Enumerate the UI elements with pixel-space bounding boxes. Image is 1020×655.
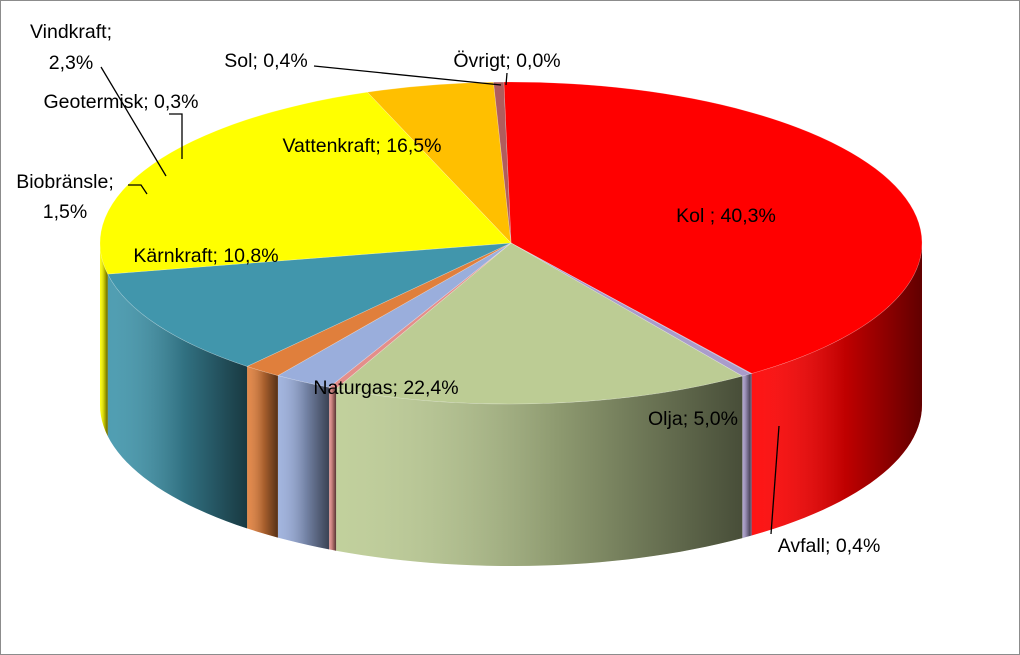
side-vindkraft-shade: [277, 375, 330, 550]
data-label-vindkraft: Vindkraft; 2,3%: [30, 21, 112, 74]
slice-sol[interactable]: [510, 242, 752, 377]
data-label-naturgas: Naturgas; 22,4%: [313, 377, 458, 399]
data-label-ovrigt: Övrigt; 0,0%: [453, 50, 560, 72]
data-label-biobransle: Biobränsle; 1,5%: [16, 171, 114, 223]
data-label-olja: Olja; 5,0%: [648, 408, 738, 430]
slice-kol[interactable]: [503, 81, 923, 374]
data-label-vattenkraft: Vattenkraft; 16,5%: [283, 135, 442, 157]
side-vattenkraft-shade: [336, 376, 743, 566]
label-leader-lines: [100, 65, 780, 535]
slice-olja[interactable]: [366, 81, 512, 244]
data-labels: Kol ; 40,3% Övrigt; 0,0% Sol; 0,4% Vattenkr…: [16, 21, 880, 557]
data-label-avfall: Avfall; 0,4%: [778, 535, 881, 557]
slice-vattenkraft[interactable]: [335, 242, 744, 405]
data-label-geotermisk: Geotermisk; 0,3%: [44, 91, 199, 113]
pie-sides: [100, 243, 922, 566]
slice-biobransle[interactable]: [246, 242, 512, 376]
slice-ovrigt[interactable]: [510, 242, 753, 375]
leader-avfall: [770, 425, 780, 535]
leader-ovrigt: [505, 72, 508, 86]
data-label-kol: Kol ; 40,3%: [676, 205, 776, 227]
leader-biobransle: [128, 184, 148, 195]
side-geotermisk-shade: [329, 387, 337, 551]
slice-avfall[interactable]: [493, 81, 512, 244]
leader-sol: [313, 65, 502, 86]
pie-tops: [99, 81, 923, 405]
side-ovrigt-shade: [750, 373, 752, 536]
side-naturgas-shade: [100, 243, 108, 437]
slice-karnkraft[interactable]: [107, 242, 512, 367]
slice-geotermisk[interactable]: [328, 242, 512, 390]
side-karnkraft-shade: [107, 274, 248, 529]
data-label-karnkraft: Kärnkraft; 10,8%: [133, 245, 278, 267]
leader-vindkraft: [100, 66, 167, 177]
side-kol-shade: [751, 243, 922, 536]
slice-vindkraft[interactable]: [277, 242, 512, 388]
leader-geotermisk: [169, 113, 183, 159]
side-biobransle-shade: [247, 366, 278, 538]
side-sol-shade: [742, 373, 751, 539]
slice-naturgas[interactable]: [99, 91, 512, 275]
data-label-sol: Sol; 0,4%: [224, 50, 307, 72]
